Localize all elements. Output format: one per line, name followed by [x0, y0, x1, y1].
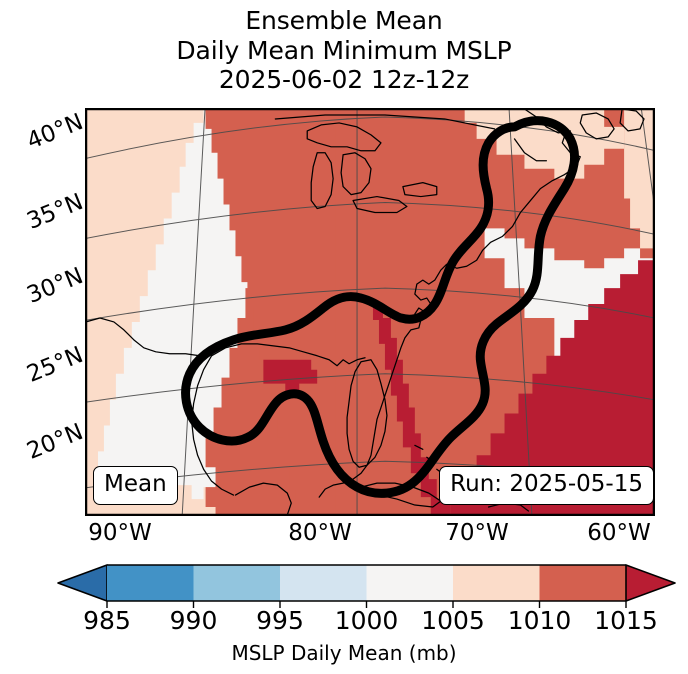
colorbar-ticks	[106, 601, 627, 608]
bold-contour-main	[181, 116, 580, 498]
band-1005-1010	[86, 109, 204, 515]
lon-tick-90W: 90°W	[88, 520, 152, 546]
page-title: Ensemble Mean Daily Mean Minimum MSLP 20…	[0, 6, 688, 95]
lat-tick-40N: 40°N	[23, 108, 87, 155]
band-above-1015-louisiana-patch	[263, 359, 318, 392]
colorbar-tick-995: 995	[256, 606, 304, 635]
lake-ontario	[402, 182, 438, 198]
coastlines	[86, 109, 645, 515]
colorbar-band-990-995	[193, 565, 280, 601]
coast-gulf	[210, 343, 366, 367]
title-line-3: 2025-06-02 12z-12z	[218, 65, 470, 94]
colorbar-tick-1010: 1010	[507, 606, 572, 635]
run-annotation-label: Run: 2025-05-15	[450, 471, 643, 497]
gridline-lon-60	[640, 109, 654, 208]
gridline-lat-35	[86, 202, 654, 239]
coast-yucatan	[234, 482, 292, 515]
run-annotation-box[interactable]: Run: 2025-05-15	[439, 466, 654, 505]
lake-erie	[352, 195, 408, 214]
colorbar-tick-1005: 1005	[421, 606, 485, 635]
colorbar-tick-990: 990	[169, 606, 218, 635]
gridline-lat-25	[86, 373, 654, 403]
lon-tick-80W: 80°W	[288, 520, 352, 546]
mean-annotation-label: Mean	[104, 471, 167, 497]
coast-west-fragment	[86, 317, 201, 357]
colorbar-band-1005-1010	[453, 565, 540, 601]
lat-tick-25N: 25°N	[23, 341, 87, 388]
lat-tick-20N: 20°N	[23, 418, 87, 465]
gridline-lat-40	[86, 116, 654, 159]
colorbar-extend-high	[625, 564, 676, 602]
colorbar-band-995-1000	[280, 565, 367, 601]
mean-annotation-box[interactable]: Mean	[93, 466, 178, 505]
colorbar-band-985-990	[107, 565, 194, 601]
map-canvas	[86, 109, 654, 515]
band-above-1015-florida	[372, 304, 451, 515]
lake-superior	[306, 122, 382, 152]
lake-huron	[340, 152, 372, 196]
map-panel[interactable]	[85, 108, 655, 516]
title-line-1: Ensemble Mean	[245, 6, 443, 35]
gridline-lon-90	[181, 109, 206, 515]
gridline-lat-30	[86, 287, 654, 321]
lat-tick-35N: 35°N	[23, 188, 87, 235]
lake-michigan	[310, 152, 334, 210]
coast-mexico-east	[191, 355, 235, 496]
border-state-ne	[513, 138, 548, 162]
lon-tick-70W: 70°W	[445, 520, 509, 546]
map-frame	[86, 109, 654, 515]
coast-newfoundland	[619, 109, 645, 132]
title-line-2: Daily Mean Minimum MSLP	[176, 35, 512, 65]
band-above-1015-atlantic	[450, 260, 654, 515]
colorbar-axis-title: MSLP Daily Mean (mb)	[231, 641, 457, 665]
colorbar-band-1000-1005	[366, 565, 453, 601]
coast-maritimes	[579, 112, 615, 140]
colorbar-tick-985: 985	[83, 606, 131, 635]
coast-east-us	[318, 120, 581, 498]
border-us-canada	[274, 114, 496, 130]
colorbar[interactable]: 985 990 995 1000 1005 1010 1015 MSLP Dai…	[0, 560, 688, 674]
colorbar-canvas	[57, 564, 676, 608]
colorbar-tick-labels: 985 990 995 1000 1005 1010 1015	[0, 606, 688, 640]
colorbar-tick-1000: 1000	[334, 606, 399, 635]
lat-tick-30N: 30°N	[23, 262, 87, 309]
colorbar-band-1010-1015	[539, 565, 626, 601]
lon-tick-60W: 60°W	[587, 520, 651, 546]
band-1010-1015-west-edge	[205, 109, 336, 515]
colorbar-extend-low	[57, 564, 108, 602]
coast-florida	[346, 359, 388, 468]
colorbar-tick-1015: 1015	[594, 606, 658, 635]
